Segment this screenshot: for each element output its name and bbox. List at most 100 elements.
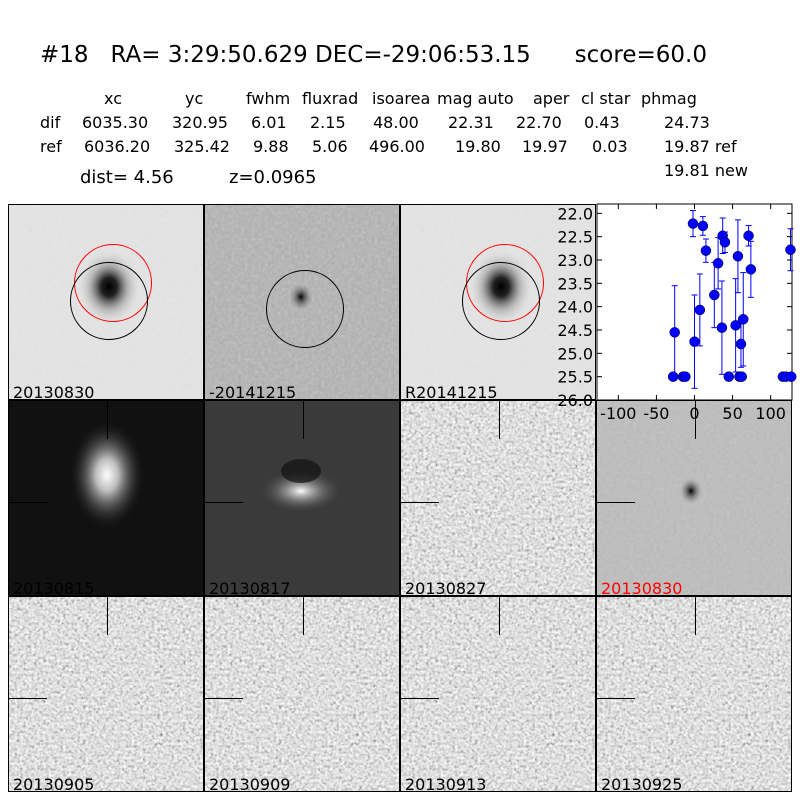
data-point — [689, 336, 700, 347]
crosshair-line — [695, 401, 696, 439]
image-stamp: 20130913 — [400, 596, 596, 792]
stamp-image — [401, 597, 595, 791]
image-stamp: 20130830 — [596, 400, 792, 596]
column-header: phmag — [641, 89, 697, 108]
y-tick-label: 23.5 — [557, 274, 593, 293]
stamp-image — [205, 597, 399, 791]
column-header: aper — [533, 89, 570, 108]
data-point — [712, 258, 724, 269]
score: score=60.0 — [574, 42, 707, 68]
data-point — [735, 338, 747, 350]
figure-title: #18 RA= 3:29:50.629 DEC=-29:06:53.15 sco… — [40, 42, 707, 68]
stamp-date-label: 20130925 — [601, 775, 683, 792]
crosshair-line — [499, 597, 500, 635]
y-tick-label: 25.5 — [557, 368, 593, 387]
row-label: dif — [40, 113, 61, 132]
stamp-date-label: 20130830 — [13, 383, 95, 400]
x-tick-label: 100 — [755, 404, 786, 423]
data-point — [719, 237, 731, 248]
table-row-ref: ref 6036.20 325.42 9.88 5.06 496.00 19.80 19.97… — [0, 137, 800, 157]
crosshair-line — [401, 502, 439, 503]
crosshair-line — [303, 401, 304, 439]
crosshair-line — [499, 401, 500, 439]
data-point — [723, 371, 735, 382]
image-stamp: 20130817 — [204, 400, 400, 596]
stamp-image — [9, 597, 203, 791]
table-header: xc yc fwhm fluxrad isoarea mag auto aper cl sta… — [0, 89, 800, 109]
image-stamp: 20130815 — [8, 400, 204, 596]
y-tick-label: 24.5 — [557, 321, 593, 340]
redshift: z=0.0965 — [229, 167, 317, 188]
candidate-id: #18 — [40, 42, 89, 68]
x-tick-label: -50 — [643, 404, 669, 423]
column-header: mag auto — [437, 89, 514, 108]
y-tick-label: 24.0 — [557, 298, 593, 317]
stamp-date-label: 20130815 — [13, 579, 95, 596]
image-stamp: R20141215 — [400, 204, 596, 400]
stamp-image — [205, 401, 399, 595]
data-point — [694, 304, 706, 316]
crosshair-line — [107, 597, 108, 635]
crosshair-line — [597, 698, 635, 699]
dec: DEC=-29:06:53.15 — [315, 42, 531, 68]
crosshair-line — [695, 597, 696, 635]
data-point — [745, 264, 757, 275]
data-point — [669, 327, 680, 338]
y-tick-label: 25.0 — [557, 344, 593, 363]
table-cell: 24.73 — [664, 113, 710, 132]
table-cell: 6035.30 — [82, 113, 149, 132]
image-stamp: 20130905 — [8, 596, 204, 792]
table-cell: 6.01 — [251, 113, 287, 132]
crosshair-line — [107, 401, 108, 439]
crosshair-line — [9, 502, 47, 503]
table-cell: 19.87 ref — [664, 137, 737, 156]
crosshair-line — [597, 502, 635, 503]
crosshair-line — [205, 698, 243, 699]
crosshair-line — [205, 502, 243, 503]
table-cell: 48.00 — [373, 113, 419, 132]
crosshair-line — [401, 698, 439, 699]
x-tick-label: 0 — [689, 404, 699, 423]
black-aperture-circle — [70, 262, 148, 340]
light-curve-plot: 22.0 22.5 23.0 23.5 24.0 24.5 25.0 25.5 26.0 -100… — [557, 203, 797, 423]
black-aperture-circle — [266, 270, 344, 348]
data-point — [680, 371, 691, 382]
image-stamp: -20141215 — [204, 204, 400, 400]
data-point — [785, 371, 797, 382]
y-tick-label: 26.0 — [557, 391, 593, 410]
column-header: isoarea — [372, 89, 431, 108]
table-cell: 9.88 — [253, 137, 289, 156]
table-cell: 2.15 — [310, 113, 346, 132]
table-cell: 19.97 — [522, 137, 568, 156]
crosshair-line — [9, 698, 47, 699]
stamp-date-label: 20130817 — [209, 579, 291, 596]
phmag-new: 19.81 new — [664, 161, 748, 180]
table-cell: 320.95 — [172, 113, 228, 132]
column-header: cl star — [581, 89, 631, 108]
image-stamp: 20130925 — [596, 596, 792, 792]
data-point — [743, 230, 754, 241]
stamp-date-label: 20130830 — [601, 579, 683, 596]
table-cell: 0.03 — [592, 137, 628, 156]
table-cell: 325.42 — [174, 137, 230, 156]
image-stamp: 20130827 — [400, 400, 596, 596]
image-stamp: 20130830 — [8, 204, 204, 400]
stamp-date-label: 20130913 — [405, 775, 487, 792]
stamp-image — [9, 401, 203, 595]
image-stamp: 20130909 — [204, 596, 400, 792]
column-header: fluxrad — [302, 89, 359, 108]
stamp-date-label: 20130905 — [13, 775, 95, 792]
table-cell: 0.43 — [584, 113, 620, 132]
ra: RA= 3:29:50.629 — [110, 42, 308, 68]
dist: dist= 4.56 — [80, 167, 174, 188]
data-point — [738, 314, 749, 325]
table-row-dif: dif 6035.30 320.95 6.01 2.15 48.00 22.31 22.70 0… — [0, 113, 800, 133]
column-header: fwhm — [246, 89, 291, 108]
table-cell: 6036.20 — [84, 137, 151, 156]
crosshair-line — [303, 597, 304, 635]
column-header: yc — [185, 89, 204, 108]
data-point — [667, 371, 679, 382]
stamp-date-label: 20130827 — [405, 579, 487, 596]
data-point — [687, 218, 699, 229]
